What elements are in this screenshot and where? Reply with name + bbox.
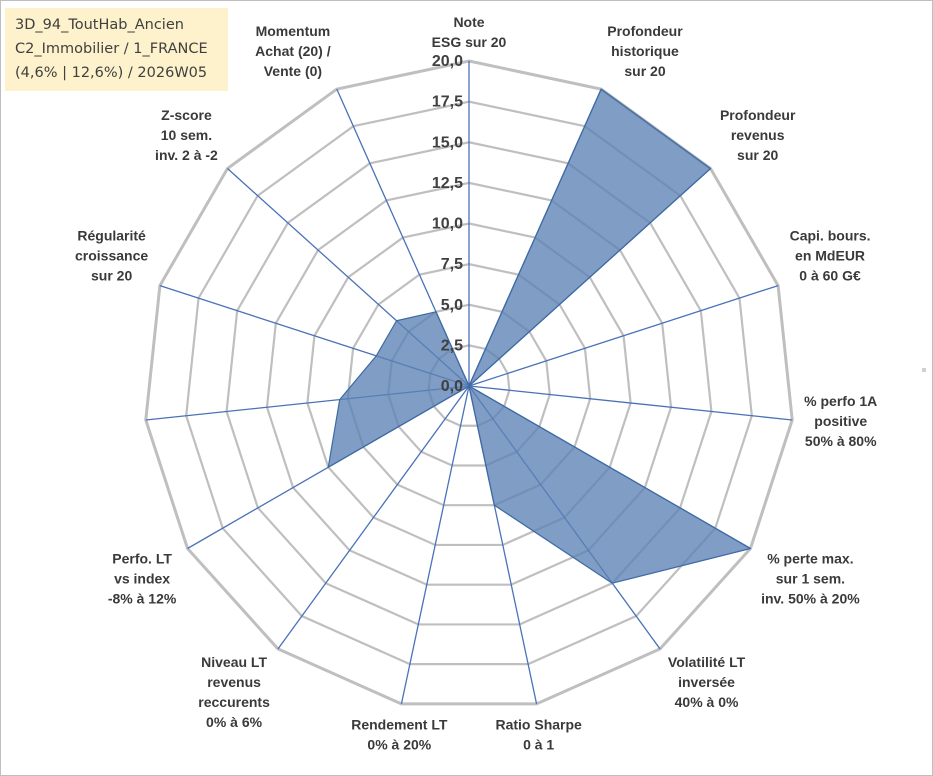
- axis-label-0-line-0: Note: [453, 14, 484, 30]
- axis-label-13-line-0: Z-score: [161, 107, 212, 123]
- axis-label-7: Ratio Sharpe 0 à 1: [495, 717, 582, 753]
- tick-label-4: 10,0: [432, 216, 463, 233]
- axis-label-14-line-2: Vente (0): [264, 63, 322, 79]
- axis-label-9-line-0: Niveau LT: [201, 654, 267, 670]
- axis-label-12-line-0: Régularité: [77, 227, 146, 243]
- axis-label-4-line-0: % perfo 1A: [804, 393, 877, 409]
- info-line-1: 3D_94_ToutHab_Ancien: [15, 17, 184, 33]
- axis-label-1-line-0: Profondeur: [607, 23, 683, 39]
- tick-label-1: 2,5: [441, 337, 463, 354]
- axis-label-7-line-1: 0 à 1: [523, 737, 554, 753]
- info-box: 3D_94_ToutHab_Ancien C2_Immobilier / 1_F…: [5, 8, 228, 91]
- axis-label-2: Profondeur revenus sur 20: [720, 107, 796, 163]
- axis-label-9-line-2: reccurents: [198, 694, 270, 710]
- axis-label-3-line-2: 0 à 60 G€: [799, 267, 861, 283]
- axis-label-5: % perte max. sur 1 sem. inv. 50% à 20%: [761, 551, 860, 607]
- axis-label-1-line-1: historique: [611, 43, 679, 59]
- axis-label-14: Momentum Achat (20) / Vente (0): [255, 23, 331, 79]
- axis-label-5-line-0: % perte max.: [767, 551, 853, 567]
- scroll-marker: [922, 368, 926, 372]
- axis-label-2-line-1: revenus: [731, 127, 785, 143]
- axis-label-10-line-2: -8% à 12%: [108, 591, 177, 607]
- grid-ring-6: [225, 141, 713, 626]
- axis-label-1-line-2: sur 20: [624, 63, 665, 79]
- axis-label-13: Z-score 10 sem. inv. 2 à -2: [155, 107, 218, 163]
- radar-series: [327, 88, 752, 584]
- radar-tick-labels: 0,0 2,5 5,0 7,5 10,0 12,5 15,0 17,5 20,0: [432, 53, 463, 395]
- axis-label-0: Note ESG sur 20: [432, 14, 507, 50]
- info-line-3: (4,6% | 12,6%) / 2026W05: [15, 65, 208, 81]
- grid-ring-4: [306, 222, 632, 547]
- grid-ring-8: [144, 59, 794, 706]
- axis-label-4: % perfo 1A positive 50% à 80%: [804, 393, 877, 449]
- axis-label-3-line-1: en MdEUR: [795, 247, 865, 263]
- tick-label-8: 20,0: [432, 53, 463, 70]
- axis-label-6-line-0: Volatilité LT: [668, 654, 746, 670]
- axis-label-10-line-0: Perfo. LT: [112, 551, 172, 567]
- spoke-9: [277, 385, 470, 650]
- axis-label-4-line-2: 50% à 80%: [805, 433, 877, 449]
- axis-label-8: Rendement LT 0% à 20%: [351, 717, 448, 753]
- axis-label-2-line-0: Profondeur: [720, 107, 796, 123]
- spoke-3: [468, 284, 779, 387]
- spoke-4: [468, 385, 793, 421]
- axis-label-10: Perfo. LT vs index -8% à 12%: [108, 551, 177, 607]
- axis-label-6-line-2: 40% à 0%: [675, 694, 739, 710]
- axis-label-2-line-2: sur 20: [737, 147, 778, 163]
- series-area: [327, 88, 752, 584]
- axis-label-9: Niveau LT revenus reccurents 0% à 6%: [198, 654, 270, 730]
- axis-label-9-line-1: revenus: [207, 674, 261, 690]
- tick-label-0: 0,0: [441, 378, 463, 395]
- axis-label-3-line-0: Capi. bours.: [790, 227, 871, 243]
- axis-label-10-line-1: vs index: [114, 571, 170, 587]
- grid-ring-7: [185, 100, 753, 666]
- tick-label-6: 15,0: [432, 134, 463, 151]
- axis-label-6-line-1: inversée: [678, 674, 735, 690]
- axis-label-12-line-1: croissance: [75, 247, 148, 263]
- axis-label-4-line-1: positive: [814, 413, 867, 429]
- info-line-2: C2_Immobilier / 1_FRANCE: [15, 41, 208, 57]
- grid-ring-5: [265, 181, 673, 586]
- axis-label-13-line-2: inv. 2 à -2: [155, 147, 218, 163]
- axis-label-0-line-1: ESG sur 20: [432, 34, 507, 50]
- axis-label-12-line-2: sur 20: [91, 267, 132, 283]
- tick-label-3: 7,5: [441, 256, 463, 273]
- axis-label-14-line-0: Momentum: [256, 23, 331, 39]
- tick-label-7: 17,5: [432, 94, 463, 111]
- axis-label-8-line-1: 0% à 20%: [367, 737, 431, 753]
- axis-label-6: Volatilité LT inversée 40% à 0%: [668, 654, 746, 710]
- tick-label-2: 5,0: [441, 297, 463, 314]
- axis-label-1: Profondeur historique sur 20: [607, 23, 683, 79]
- spoke-8: [400, 385, 470, 705]
- axis-label-9-line-3: 0% à 6%: [206, 714, 263, 730]
- axis-label-8-line-0: Rendement LT: [351, 717, 448, 733]
- axis-label-12: Régularité croissance sur 20: [75, 227, 148, 283]
- axis-label-13-line-1: 10 sem.: [161, 127, 212, 143]
- axis-label-5-line-2: inv. 50% à 20%: [761, 591, 860, 607]
- radar-axis-labels: Note ESG sur 20 Profondeur historique sur 20…: [75, 14, 877, 753]
- axis-label-7-line-0: Ratio Sharpe: [495, 717, 582, 733]
- axis-label-14-line-1: Achat (20) /: [255, 43, 331, 59]
- tick-label-5: 12,5: [432, 175, 463, 192]
- axis-label-5-line-1: sur 1 sem.: [776, 571, 845, 587]
- axis-label-3: Capi. bours. en MdEUR 0 à 60 G€: [790, 227, 871, 283]
- grid-ring-3: [346, 263, 592, 507]
